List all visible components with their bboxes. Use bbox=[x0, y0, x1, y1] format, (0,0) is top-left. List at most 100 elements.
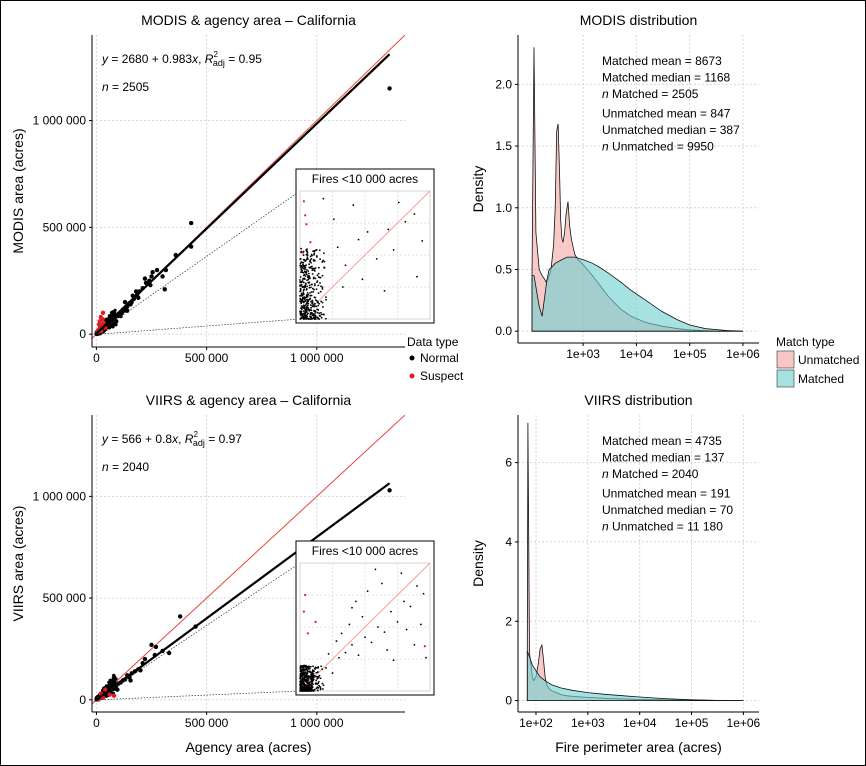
inset-normal-point bbox=[307, 282, 310, 284]
inset-normal-point bbox=[299, 294, 301, 297]
n-annotation: n = 2505 bbox=[102, 80, 149, 94]
inset-normal-point bbox=[300, 689, 303, 692]
stats-value: 70 bbox=[720, 503, 734, 517]
inset-normal-point bbox=[307, 277, 310, 280]
inset-normal-point bbox=[306, 669, 309, 672]
inset-suspect-point bbox=[302, 200, 305, 203]
inset-normal-point bbox=[317, 680, 320, 683]
inset-normal-point bbox=[300, 271, 302, 274]
inset-connector-line bbox=[98, 562, 301, 699]
inset-normal-point bbox=[361, 278, 364, 281]
inset-normal-point bbox=[355, 600, 357, 603]
inset-normal-point bbox=[314, 303, 316, 305]
inset-normal-point bbox=[303, 296, 306, 299]
inset-normal-point bbox=[321, 274, 324, 277]
inset-normal-point bbox=[305, 314, 308, 317]
density-panel-3: 1e+02 1e+03 1e+04 1e+05 1e+06 0 2 4 6 VIIRS distr… bbox=[470, 392, 761, 755]
normal-point bbox=[122, 299, 128, 305]
stats-value: 137 bbox=[704, 451, 724, 465]
inset-normal-point bbox=[420, 623, 422, 626]
chart-title: VIIRS & agency area – California bbox=[146, 392, 352, 408]
inset-normal-point bbox=[310, 309, 313, 312]
inset-normal-point bbox=[314, 310, 317, 313]
eq-sign2: = bbox=[225, 52, 239, 66]
eq-sign: = bbox=[108, 432, 122, 446]
inset-normal-point bbox=[404, 220, 407, 223]
normal-point bbox=[118, 313, 123, 319]
inset-normal-point bbox=[305, 686, 308, 689]
stats-label: Matched mean = bbox=[602, 434, 695, 448]
inset-normal-point bbox=[392, 659, 395, 662]
n-sign: = bbox=[109, 460, 123, 474]
inset-normal-point bbox=[312, 312, 315, 315]
inset-normal-point bbox=[309, 683, 312, 686]
stats-value: 1168 bbox=[704, 71, 730, 85]
inset-normal-point bbox=[351, 644, 353, 646]
inset-normal-point bbox=[309, 312, 312, 314]
inset-suspect-point bbox=[423, 645, 426, 648]
inset-normal-point bbox=[299, 297, 302, 300]
inset-normal-point bbox=[307, 317, 309, 320]
inset-normal-point bbox=[304, 299, 307, 302]
inset-normal-point bbox=[306, 248, 308, 251]
inset-normal-point bbox=[311, 265, 313, 268]
legend-title: Match type bbox=[776, 335, 835, 349]
inset-normal-point bbox=[318, 249, 321, 252]
stats-value: 9950 bbox=[687, 140, 714, 154]
inset-normal-point bbox=[302, 296, 305, 299]
stats-value: 847 bbox=[710, 107, 730, 121]
inset-normal-point bbox=[314, 682, 317, 685]
x-axis-label: Fire perimeter area (acres) bbox=[555, 739, 722, 755]
inset-normal-point bbox=[387, 228, 390, 231]
inset-normal-point bbox=[305, 264, 308, 267]
inset-normal-point bbox=[305, 270, 308, 273]
eq-r2-value: 0.95 bbox=[239, 52, 263, 66]
inset-normal-point bbox=[308, 286, 311, 289]
eq-r: R bbox=[185, 432, 194, 446]
inset-connector-line bbox=[98, 318, 301, 335]
x-tick-label: 500 000 bbox=[185, 716, 229, 730]
inset-normal-point bbox=[299, 677, 301, 680]
y-tick-label: 1 000 000 bbox=[33, 113, 87, 127]
eq-r: R bbox=[205, 52, 214, 66]
inset-normal-point bbox=[325, 298, 327, 301]
inset-suspect-point bbox=[309, 241, 312, 244]
inset-normal-point bbox=[304, 304, 307, 306]
y-tick-label: 1.0 bbox=[495, 201, 512, 215]
x-tick-label: 1e+02 bbox=[519, 716, 553, 730]
inset-normal-point bbox=[303, 685, 306, 687]
inset-normal-point bbox=[315, 288, 318, 291]
eq-slope: 0.8 bbox=[155, 432, 172, 446]
legend-swatch bbox=[776, 369, 795, 388]
inset-normal-point bbox=[390, 610, 392, 613]
y-tick-label: 0.0 bbox=[495, 324, 512, 338]
inset-normal-point bbox=[383, 631, 386, 634]
inset-normal-point bbox=[313, 252, 316, 255]
inset-normal-point bbox=[315, 675, 317, 678]
inset-normal-point bbox=[300, 665, 303, 667]
inset-normal-point bbox=[344, 264, 347, 267]
inset-normal-point bbox=[307, 270, 310, 272]
inset-normal-point bbox=[320, 300, 322, 303]
density-area-matched bbox=[531, 256, 744, 332]
inset-normal-point bbox=[300, 310, 303, 313]
normal-point bbox=[153, 644, 159, 650]
inset-normal-point bbox=[331, 672, 334, 674]
inset-normal-point bbox=[316, 308, 318, 311]
inset-normal-point bbox=[319, 677, 322, 680]
inset-normal-point bbox=[299, 279, 301, 281]
x-axis-label: Agency area (acres) bbox=[185, 739, 311, 755]
inset-normal-point bbox=[299, 310, 301, 313]
inset-normal-point bbox=[425, 656, 427, 659]
n-value: 2505 bbox=[122, 80, 149, 94]
inset-normal-point bbox=[300, 307, 302, 309]
inset-normal-point bbox=[312, 679, 314, 682]
inset-normal-point bbox=[300, 302, 303, 305]
inset-normal-point bbox=[322, 197, 325, 200]
inset-normal-point bbox=[302, 684, 305, 686]
normal-point bbox=[128, 678, 133, 683]
inset-normal-point bbox=[304, 275, 307, 277]
inset-normal-point bbox=[305, 273, 308, 276]
inset-normal-point bbox=[321, 688, 324, 690]
inset-normal-point bbox=[315, 316, 317, 319]
